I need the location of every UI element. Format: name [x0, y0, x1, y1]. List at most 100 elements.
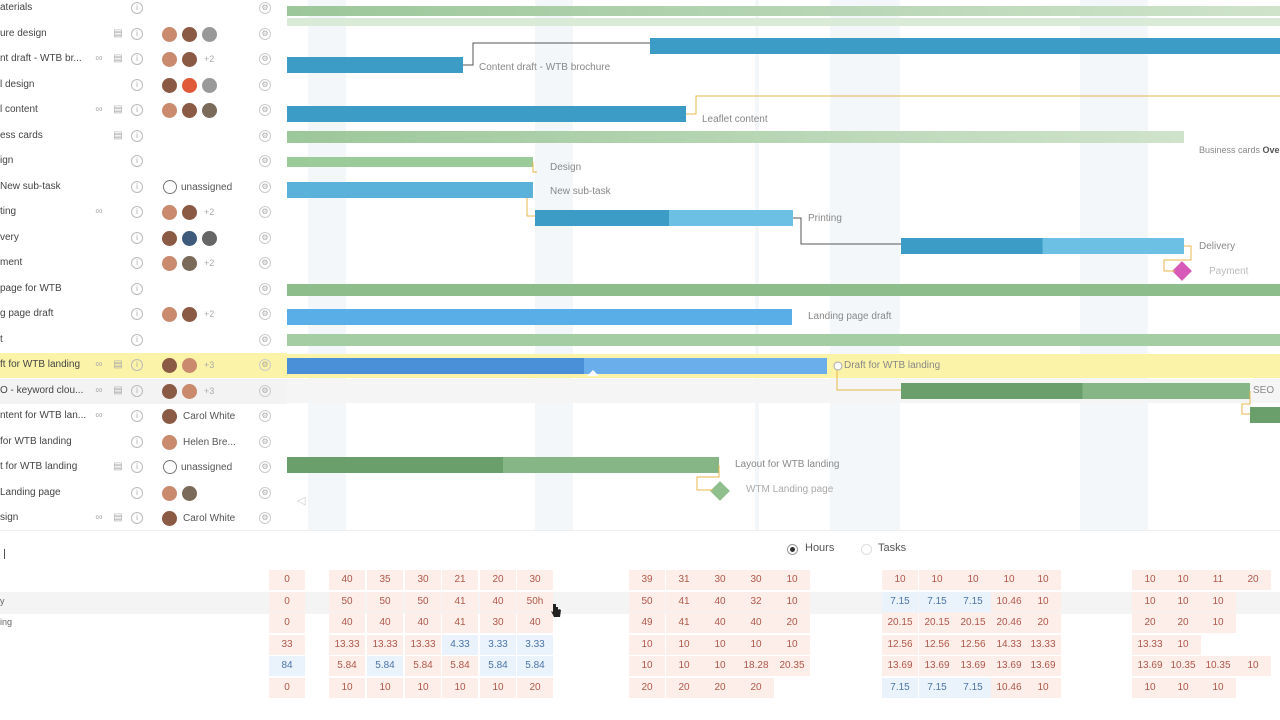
workload-cell[interactable]: 10: [882, 570, 918, 590]
workload-cell[interactable]: 10: [666, 656, 702, 676]
workload-cell[interactable]: 20.35: [774, 656, 810, 676]
gear-icon[interactable]: ⚙: [259, 435, 271, 448]
avatar[interactable]: [162, 358, 177, 373]
workload-cell[interactable]: 7.15: [955, 677, 991, 698]
info-icon[interactable]: i: [131, 2, 143, 14]
workload-cell[interactable]: 20: [774, 613, 810, 633]
workload-cell[interactable]: 10: [405, 677, 441, 698]
workload-cell[interactable]: 10.46: [991, 591, 1027, 612]
workload-cell[interactable]: 12.56: [955, 634, 991, 655]
workload-cell[interactable]: 20: [517, 677, 553, 698]
avatar[interactable]: [202, 77, 217, 93]
workload-cell[interactable]: 13.69: [1025, 656, 1061, 676]
workload-cell[interactable]: 13.69: [991, 656, 1027, 676]
gear-icon[interactable]: ⚙: [259, 78, 271, 91]
task-name[interactable]: O - keyword clou...: [0, 384, 84, 396]
workload-cell[interactable]: 10: [629, 656, 665, 676]
workload-cell[interactable]: 10: [1132, 570, 1168, 590]
workload-cell[interactable]: 41: [666, 613, 702, 633]
workload-cell[interactable]: 12.56: [882, 634, 918, 655]
task-row[interactable]: ess cards ▤ i ⚙: [0, 124, 287, 149]
tasks-radio[interactable]: [861, 544, 872, 555]
task-row[interactable]: l content ▤ ∞ i ⚙: [0, 98, 287, 123]
info-icon[interactable]: i: [131, 27, 143, 40]
info-icon[interactable]: i: [131, 104, 143, 116]
task-row[interactable]: ment i +2 ⚙: [0, 251, 287, 276]
task-row[interactable]: ft for WTB landing ▤ ∞ i +3 ⚙: [0, 353, 287, 378]
bar-design[interactable]: [287, 157, 533, 167]
bar-draft-wtb-landing[interactable]: [287, 358, 827, 374]
gear-icon[interactable]: ⚙: [259, 206, 271, 218]
more-assignees-count[interactable]: +2: [204, 207, 215, 217]
workload-cell[interactable]: 5.84: [367, 656, 403, 676]
workload-cell[interactable]: 33: [269, 634, 305, 655]
info-icon[interactable]: i: [131, 384, 143, 397]
workload-cell[interactable]: 10.35: [1165, 656, 1201, 676]
info-icon[interactable]: i: [131, 78, 143, 91]
avatar[interactable]: [162, 103, 177, 118]
task-row[interactable]: sign ▤ ∞ i Carol White ⚙: [0, 506, 287, 531]
gear-icon[interactable]: ⚙: [259, 180, 271, 193]
workload-cell[interactable]: 13.33: [329, 634, 365, 655]
gear-icon[interactable]: ⚙: [259, 359, 271, 371]
gantt-chart[interactable]: Content draft - WTB brochure Leaflet con…: [287, 0, 1280, 530]
link-icon[interactable]: ∞: [95, 384, 103, 396]
comment-icon[interactable]: ▤: [113, 384, 123, 396]
workload-cell[interactable]: 10: [1025, 677, 1061, 698]
more-assignees-count[interactable]: +2: [204, 309, 215, 319]
workload-cell[interactable]: 7.15: [919, 677, 955, 698]
workload-cell[interactable]: 0: [269, 570, 305, 590]
avatar[interactable]: [162, 205, 177, 220]
task-row[interactable]: aterials i ⚙: [0, 0, 287, 21]
more-assignees-count[interactable]: +3: [204, 385, 215, 396]
workload-cell[interactable]: 10: [1200, 591, 1236, 612]
workload-cell[interactable]: 5.84: [480, 656, 516, 676]
more-assignees-count[interactable]: +3: [204, 360, 215, 370]
workload-cell[interactable]: 50: [405, 591, 441, 612]
workload-cell[interactable]: 20: [480, 570, 516, 590]
info-icon[interactable]: i: [131, 308, 143, 320]
workload-cell[interactable]: 10: [480, 677, 516, 698]
workload-cell[interactable]: 50: [629, 591, 665, 612]
workload-cell[interactable]: 10: [1165, 634, 1201, 655]
comment-icon[interactable]: ▤: [113, 104, 123, 115]
more-assignees-count[interactable]: +2: [204, 258, 215, 268]
info-icon[interactable]: i: [131, 257, 143, 269]
workload-cell[interactable]: 13.69: [955, 656, 991, 676]
workload-cell[interactable]: 40: [405, 613, 441, 633]
panel-toggle-icon[interactable]: [0, 549, 5, 559]
bar-new-subtask[interactable]: [287, 182, 533, 198]
bar-delivery[interactable]: [901, 238, 1184, 254]
avatar[interactable]: [202, 103, 217, 118]
workload-cell[interactable]: 20: [1235, 570, 1271, 590]
workload-cell[interactable]: 10.35: [1200, 656, 1236, 676]
workload-cell[interactable]: 20.15: [882, 613, 918, 633]
workload-cell[interactable]: 0: [269, 613, 305, 633]
task-name[interactable]: aterials: [0, 2, 33, 13]
workload-cell[interactable]: 10: [1200, 677, 1236, 698]
workload-cell[interactable]: 7.15: [919, 591, 955, 612]
workload-cell[interactable]: 40: [329, 613, 365, 633]
avatar[interactable]: [182, 26, 197, 42]
workload-cell[interactable]: 10: [629, 634, 665, 655]
workload-cell[interactable]: 7.15: [882, 591, 918, 612]
avatar[interactable]: [162, 383, 177, 399]
task-name[interactable]: ting: [0, 206, 17, 217]
gear-icon[interactable]: ⚙: [259, 104, 271, 116]
bar-leaflet-content[interactable]: [287, 106, 686, 122]
workload-cell[interactable]: 10: [702, 634, 738, 655]
task-row[interactable]: ntent for WTB lan... ∞ i Carol White ⚙: [0, 404, 287, 429]
task-name[interactable]: ment: [0, 257, 23, 268]
task-row[interactable]: ign i ⚙: [0, 149, 287, 174]
bar-printing[interactable]: [535, 210, 793, 226]
task-name[interactable]: ure design: [0, 27, 47, 39]
gear-icon[interactable]: ⚙: [259, 53, 271, 65]
avatar[interactable]: [162, 307, 177, 322]
workload-cell[interactable]: 20: [702, 677, 738, 698]
summary-bar-materials[interactable]: [287, 6, 1280, 16]
more-assignees-count[interactable]: +2: [204, 54, 215, 64]
workload-cell[interactable]: 13.33: [1132, 634, 1168, 655]
comment-icon[interactable]: ▤: [113, 512, 123, 523]
task-name[interactable]: ntent for WTB lan...: [0, 410, 87, 421]
gear-icon[interactable]: ⚙: [259, 231, 271, 244]
